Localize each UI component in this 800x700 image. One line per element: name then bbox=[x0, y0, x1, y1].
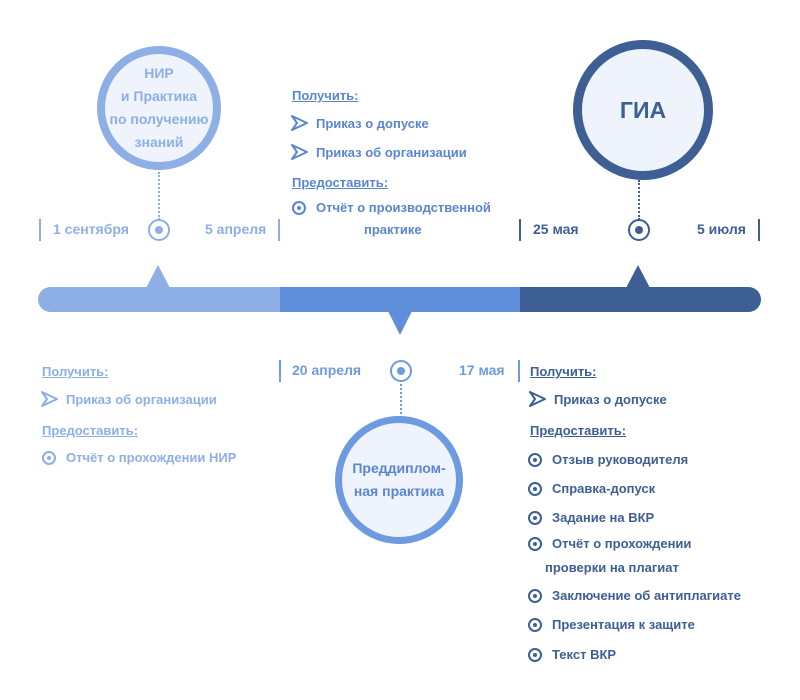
bottom-right-give-item: Отчёт о прохождении bbox=[528, 536, 691, 551]
timeline-segment-nir bbox=[38, 287, 280, 312]
bottom-left-get-item: Приказ об организации bbox=[40, 390, 217, 408]
marker-prediploma-icon bbox=[390, 360, 412, 382]
target-icon bbox=[292, 200, 306, 215]
bottom-right-get-heading: Получить: bbox=[530, 364, 597, 379]
bottom-right-give-item: Заключение об антиплагиате bbox=[528, 588, 741, 603]
connector-nir bbox=[158, 172, 160, 220]
triangle-arrow-icon bbox=[290, 143, 310, 161]
stage-prediploma-line: ная практика bbox=[353, 483, 445, 499]
item-label: Приказ о допуске bbox=[554, 391, 667, 407]
date-pre-end: 17 мая bbox=[459, 362, 505, 378]
top-middle-get-item: Приказ о допуске bbox=[290, 114, 429, 132]
range-tick-right bbox=[278, 219, 280, 241]
marker-gia-icon bbox=[628, 219, 650, 241]
target-icon bbox=[528, 481, 542, 496]
range-tick-left bbox=[519, 219, 521, 241]
item-label: Отчёт о производственной bbox=[316, 200, 491, 215]
target-icon bbox=[42, 450, 56, 465]
bottom-right-give-item: Задание на ВКР bbox=[528, 510, 654, 525]
target-icon bbox=[528, 536, 542, 551]
pointer-nir bbox=[146, 265, 170, 288]
bottom-right-give-item: Презентация к защите bbox=[528, 617, 695, 632]
bottom-right-give-item: Отзыв руководителя bbox=[528, 452, 688, 467]
date-pre-start: 20 апреля bbox=[292, 362, 362, 378]
bottom-right-give-item: Справка-допуск bbox=[528, 481, 655, 496]
date-gia-end: 5 июля bbox=[697, 221, 746, 237]
top-middle-get-item: Приказ об организации bbox=[290, 143, 467, 161]
stage-nir-line: и Практика bbox=[120, 88, 198, 104]
item-label: Приказ о допуске bbox=[316, 115, 429, 131]
triangle-arrow-icon bbox=[40, 390, 60, 408]
pointer-prediploma bbox=[388, 311, 412, 335]
top-middle-give-item-cont: практике bbox=[364, 222, 422, 237]
stage-nir-line: НИР bbox=[144, 65, 174, 81]
item-label: Презентация к защите bbox=[552, 617, 695, 632]
item-label: Отчёт о прохождении bbox=[552, 536, 692, 551]
date-gia-start: 25 мая bbox=[533, 221, 579, 237]
connector-prediploma bbox=[400, 380, 402, 418]
range-tick-left bbox=[279, 360, 281, 382]
timeline-segment-prediploma bbox=[280, 287, 520, 312]
item-label: Текст ВКР bbox=[552, 647, 617, 662]
bottom-right-get-item: Приказ о допуске bbox=[528, 390, 667, 408]
stage-prediploma-line: Преддиплом- bbox=[352, 460, 446, 476]
bottom-left-give-item: Отчёт о прохождении НИР bbox=[42, 450, 236, 465]
pointer-gia bbox=[626, 265, 650, 288]
stage-prediploma-circle: Преддиплом- ная практика bbox=[335, 416, 463, 544]
bottom-right-give-heading: Предоставить: bbox=[530, 423, 627, 438]
item-label: Приказ об организации bbox=[316, 144, 467, 160]
marker-nir-icon bbox=[148, 219, 170, 241]
top-middle-get-heading: Получить: bbox=[292, 88, 359, 103]
top-middle-give-item: Отчёт о производственной bbox=[292, 200, 491, 215]
target-icon bbox=[528, 452, 542, 467]
bottom-right-give-item: Текст ВКР bbox=[528, 647, 616, 662]
range-tick-left bbox=[39, 219, 41, 241]
item-label: Справка-допуск bbox=[552, 481, 656, 496]
triangle-arrow-icon bbox=[528, 390, 548, 408]
item-label: Задание на ВКР bbox=[552, 510, 655, 525]
target-icon bbox=[528, 617, 542, 632]
date-nir-end: 5 апреля bbox=[205, 221, 267, 237]
target-icon bbox=[528, 510, 542, 525]
bottom-left-get-heading: Получить: bbox=[42, 364, 109, 379]
stage-nir-circle: НИР и Практика по получению знаний bbox=[97, 46, 221, 170]
target-icon bbox=[528, 647, 542, 662]
item-label: Отзыв руководителя bbox=[552, 452, 689, 467]
date-nir-start: 1 сентября bbox=[53, 221, 129, 237]
target-icon bbox=[528, 588, 542, 603]
bottom-right-give-item-cont: проверки на плагиат bbox=[545, 560, 679, 575]
range-tick-right bbox=[758, 219, 760, 241]
item-label: Отчёт о прохождении НИР bbox=[66, 450, 237, 465]
item-label: Приказ об организации bbox=[66, 391, 217, 407]
stage-nir-line: знаний bbox=[134, 134, 184, 150]
timeline-segment-gia bbox=[520, 287, 761, 312]
connector-gia bbox=[638, 180, 640, 220]
stage-nir-line: по получению bbox=[109, 111, 209, 127]
stage-gia-circle: ГИА bbox=[573, 40, 713, 180]
bottom-left-give-heading: Предоставить: bbox=[42, 423, 139, 438]
range-tick-right bbox=[518, 360, 520, 382]
item-label: Заключение об антиплагиате bbox=[552, 588, 741, 603]
top-middle-give-heading: Предоставить: bbox=[292, 175, 389, 190]
triangle-arrow-icon bbox=[290, 114, 310, 132]
stage-gia-label: ГИА bbox=[619, 96, 667, 123]
